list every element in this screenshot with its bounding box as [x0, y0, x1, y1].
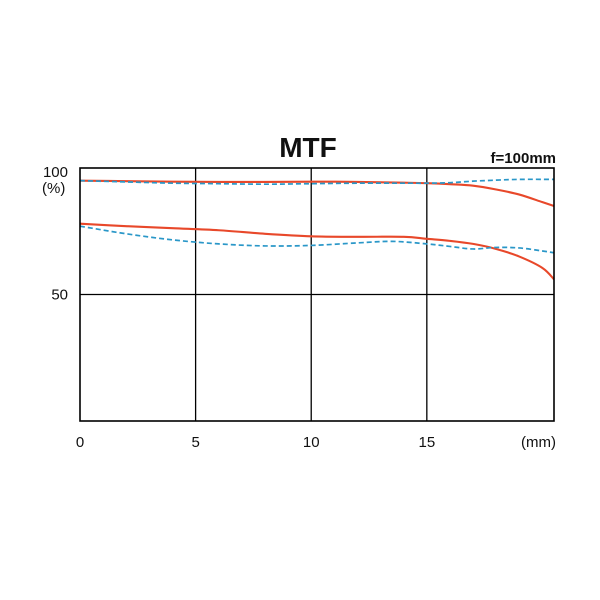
- series-line-3-dashed: [79, 225, 555, 254]
- x-tick-label-2: 10: [303, 434, 320, 451]
- x-tick-label-0: 0: [76, 434, 84, 451]
- grid-lines: [80, 168, 554, 421]
- x-tick-label-3: 15: [418, 434, 435, 451]
- x-axis-unit: (mm): [521, 434, 556, 451]
- y-tick-label-1: 50: [51, 287, 68, 304]
- x-tick-labels: 0 5 10 15: [76, 434, 435, 451]
- series-line-2-solid: [79, 222, 555, 281]
- series-group: [79, 178, 555, 281]
- x-tick-label-1: 5: [191, 434, 199, 451]
- y-tick-label-0: 100: [43, 164, 68, 181]
- plot-frame: [79, 167, 555, 422]
- series-line-1-dashed: [79, 178, 555, 186]
- y-axis-unit: (%): [42, 180, 65, 197]
- chart-title: MTF: [279, 132, 337, 163]
- focal-length-note: f=100mm: [491, 150, 556, 167]
- y-tick-labels: 100 50: [43, 164, 68, 304]
- series-line-0-solid: [79, 179, 555, 207]
